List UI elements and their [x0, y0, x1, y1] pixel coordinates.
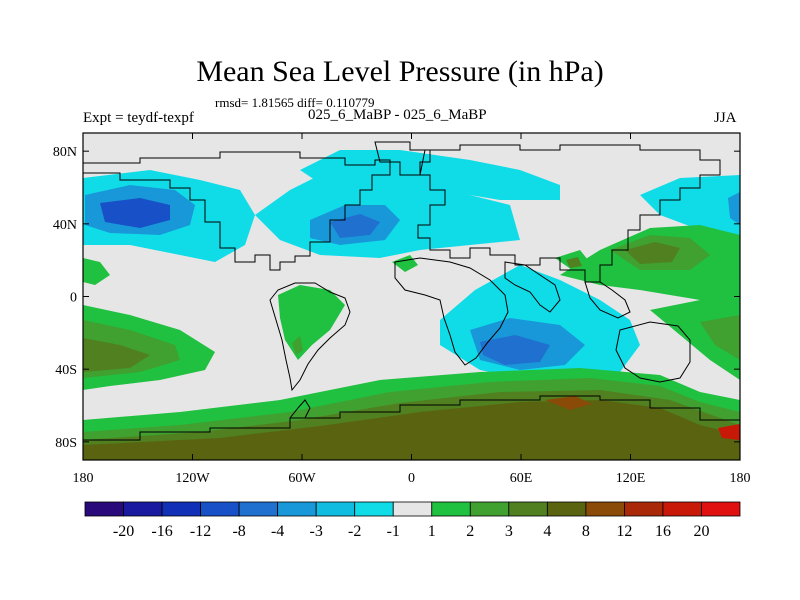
colorbar-label: -3	[310, 523, 323, 540]
continent-outlines	[83, 141, 740, 441]
anomaly-south-america-core	[292, 336, 303, 355]
colorbar-swatch	[315, 501, 356, 517]
lat-tick-label: 80S	[55, 436, 77, 451]
pressure-field	[83, 133, 740, 460]
lon-tick-label: 120W	[175, 471, 210, 486]
colorbar-label: 12	[616, 523, 632, 540]
colorbar-label: -20	[113, 523, 134, 540]
colorbar-swatch	[392, 501, 433, 517]
colorbar-label: -1	[387, 523, 400, 540]
coast-southeast-asia	[584, 281, 631, 319]
anomaly-west-tropics	[83, 258, 110, 285]
coast-greenland	[374, 141, 431, 176]
colorbar-swatch	[200, 501, 240, 517]
colorbar-swatch	[662, 501, 702, 517]
subtitle: 025_6_MaBP - 025_6_MaBP	[308, 107, 487, 123]
chart-title: Mean Sea Level Pressure (in hPa)	[196, 55, 604, 88]
colorbar-swatch	[701, 501, 741, 517]
colorbar-label: -16	[151, 523, 172, 540]
colorbar: -20 -16 -12 -8 -4 -3 -2 -1 1 2 3 4 8 12 16 20	[84, 501, 741, 540]
lon-tick-label: 180	[73, 471, 94, 486]
colorbar-label: 8	[582, 523, 590, 540]
coast-africa	[394, 257, 509, 366]
colorbar-swatch	[624, 501, 664, 517]
season-label: JJA	[714, 110, 737, 126]
colorbar-swatch	[585, 501, 625, 517]
coast-arabia-india	[504, 261, 561, 313]
anomaly-asia-small-core	[566, 257, 582, 268]
lon-tick-label: 120E	[616, 471, 646, 486]
experiment-label: Expt = teydf-texpf	[83, 110, 194, 126]
anomaly-pacific-core-inner	[100, 198, 170, 228]
colorbar-label: 3	[505, 523, 513, 540]
anomaly-south-indian-core	[480, 335, 550, 365]
colorbar-label: 1	[428, 523, 436, 540]
colorbar-label: 16	[655, 523, 671, 540]
colorbar-label: 4	[543, 523, 551, 540]
colorbar-label: -8	[232, 523, 245, 540]
lat-tick-label: 40N	[53, 218, 77, 233]
anomaly-south-pacific-core	[83, 338, 150, 372]
colorbar-swatch	[277, 501, 317, 517]
anomaly-east-edge-core	[728, 192, 740, 225]
lon-tick-label: 60W	[288, 471, 316, 486]
colorbar-label: -2	[348, 523, 361, 540]
coast-antarctic-peninsula	[289, 399, 311, 419]
lat-tick-label: 80N	[53, 145, 77, 160]
anomaly-southern-ocean-4	[83, 400, 740, 460]
colorbar-swatch	[508, 501, 548, 517]
anomaly-eastern-north	[640, 175, 740, 245]
lon-tick-label: 0	[408, 471, 415, 486]
stats-text: rmsd= 1.81565 diff= 0.110779	[215, 95, 375, 110]
anomaly-east-pacific-core	[625, 242, 680, 264]
colorbar-swatch	[84, 501, 124, 517]
colorbar-swatch	[354, 501, 394, 517]
colorbar-label: 2	[466, 523, 474, 540]
coast-north-america	[83, 151, 391, 271]
colorbar-label: -4	[271, 523, 284, 540]
colorbar-swatch	[161, 501, 201, 517]
lon-tick-label: 180	[730, 471, 751, 486]
map-axis-ticks: 180 120W 60W 0 60E 120E 180 80N 40N 0 40S 80S	[53, 133, 751, 486]
anomaly-east-tropic-lower-core	[700, 315, 740, 360]
colorbar-label: -12	[190, 523, 211, 540]
coast-antarctica	[83, 395, 740, 441]
lat-tick-label: 40S	[55, 363, 77, 378]
lon-tick-label: 60E	[510, 471, 533, 486]
coast-australia	[615, 321, 691, 383]
anomaly-southern-ocean-core	[545, 396, 592, 410]
colorbar-swatch	[469, 501, 510, 517]
anomaly-southern-ocean-east	[718, 424, 740, 440]
colorbar-swatch	[238, 501, 279, 517]
coast-south-america	[269, 282, 351, 392]
colorbar-swatch	[123, 501, 163, 517]
lat-tick-label: 0	[70, 291, 77, 306]
colorbar-swatch	[546, 501, 587, 517]
colorbar-swatch	[431, 501, 471, 517]
colorbar-label: 20	[693, 523, 709, 540]
